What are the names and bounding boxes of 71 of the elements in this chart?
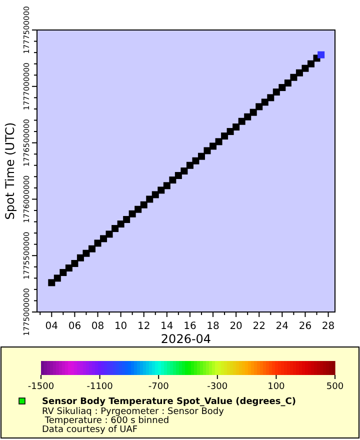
point bbox=[210, 142, 217, 150]
x-tick-label: 10 bbox=[114, 321, 128, 332]
point bbox=[302, 64, 309, 72]
point bbox=[71, 260, 78, 267]
point bbox=[76, 254, 84, 262]
x-tick-label: 04 bbox=[45, 321, 58, 332]
point bbox=[272, 88, 280, 96]
text: Data courtesy of UAF bbox=[42, 425, 138, 435]
point bbox=[82, 250, 90, 257]
point bbox=[152, 191, 159, 198]
point bbox=[180, 168, 188, 174]
point bbox=[134, 206, 142, 213]
point bbox=[250, 108, 257, 116]
point bbox=[307, 60, 314, 68]
color-bar-label: 100 bbox=[268, 382, 286, 392]
point bbox=[204, 147, 211, 154]
color-bar-label: 500 bbox=[326, 382, 344, 392]
point bbox=[100, 235, 108, 242]
point bbox=[146, 196, 154, 203]
x-tick-label: 14 bbox=[160, 321, 174, 332]
point bbox=[278, 84, 286, 92]
color-bar-title: Sensor Body Temperature Spot_Value (degrees_C) bbox=[42, 397, 296, 407]
x-tick-label: 08 bbox=[91, 321, 104, 332]
point bbox=[123, 216, 130, 224]
color-bar-label: -700 bbox=[148, 382, 170, 392]
point bbox=[94, 240, 102, 247]
point bbox=[106, 230, 113, 238]
point bbox=[65, 264, 72, 272]
point bbox=[215, 138, 222, 146]
x-tick-label: 22 bbox=[252, 321, 266, 332]
color-bar-label: -300 bbox=[207, 382, 228, 392]
point bbox=[174, 172, 182, 180]
color-bar-label: -1500 bbox=[28, 382, 54, 392]
point bbox=[140, 201, 148, 208]
text: RV Sikuliaq : Pyrgeometer : Sensor Body Temperature : 600 s binned bbox=[42, 407, 225, 426]
point bbox=[290, 74, 298, 81]
x-tick-label: 18 bbox=[206, 321, 220, 332]
x-tick-label: 28 bbox=[322, 321, 335, 332]
point bbox=[261, 98, 268, 106]
point bbox=[296, 69, 303, 76]
point bbox=[158, 186, 165, 194]
y-axis-title: Spot Time (UTC) bbox=[3, 122, 17, 220]
point bbox=[267, 94, 274, 102]
x-tick-label: 06 bbox=[68, 321, 82, 332]
point bbox=[198, 152, 205, 160]
point bbox=[186, 162, 194, 169]
point bbox=[112, 225, 119, 232]
color-bar-label: -1100 bbox=[86, 382, 114, 392]
point bbox=[256, 103, 263, 110]
point bbox=[169, 176, 176, 184]
point bbox=[54, 274, 61, 282]
x-tick-label: 20 bbox=[230, 321, 242, 332]
point bbox=[232, 124, 240, 131]
x-tick-label: 16 bbox=[184, 321, 196, 332]
point bbox=[284, 80, 292, 87]
point bbox=[48, 279, 56, 286]
point bbox=[192, 157, 200, 164]
x-tick-label: 24 bbox=[276, 321, 289, 332]
x-axis-title: 2026-04 bbox=[160, 332, 212, 346]
point bbox=[60, 269, 67, 276]
x-tick-label: 26 bbox=[298, 321, 312, 332]
point bbox=[221, 132, 228, 140]
point bbox=[163, 182, 170, 190]
point bbox=[117, 220, 124, 228]
point bbox=[238, 118, 246, 125]
point bbox=[244, 113, 252, 120]
point bbox=[226, 128, 234, 136]
point bbox=[88, 245, 96, 252]
point bbox=[318, 51, 325, 58]
point bbox=[128, 210, 136, 218]
x-tick-label: 12 bbox=[137, 321, 150, 332]
